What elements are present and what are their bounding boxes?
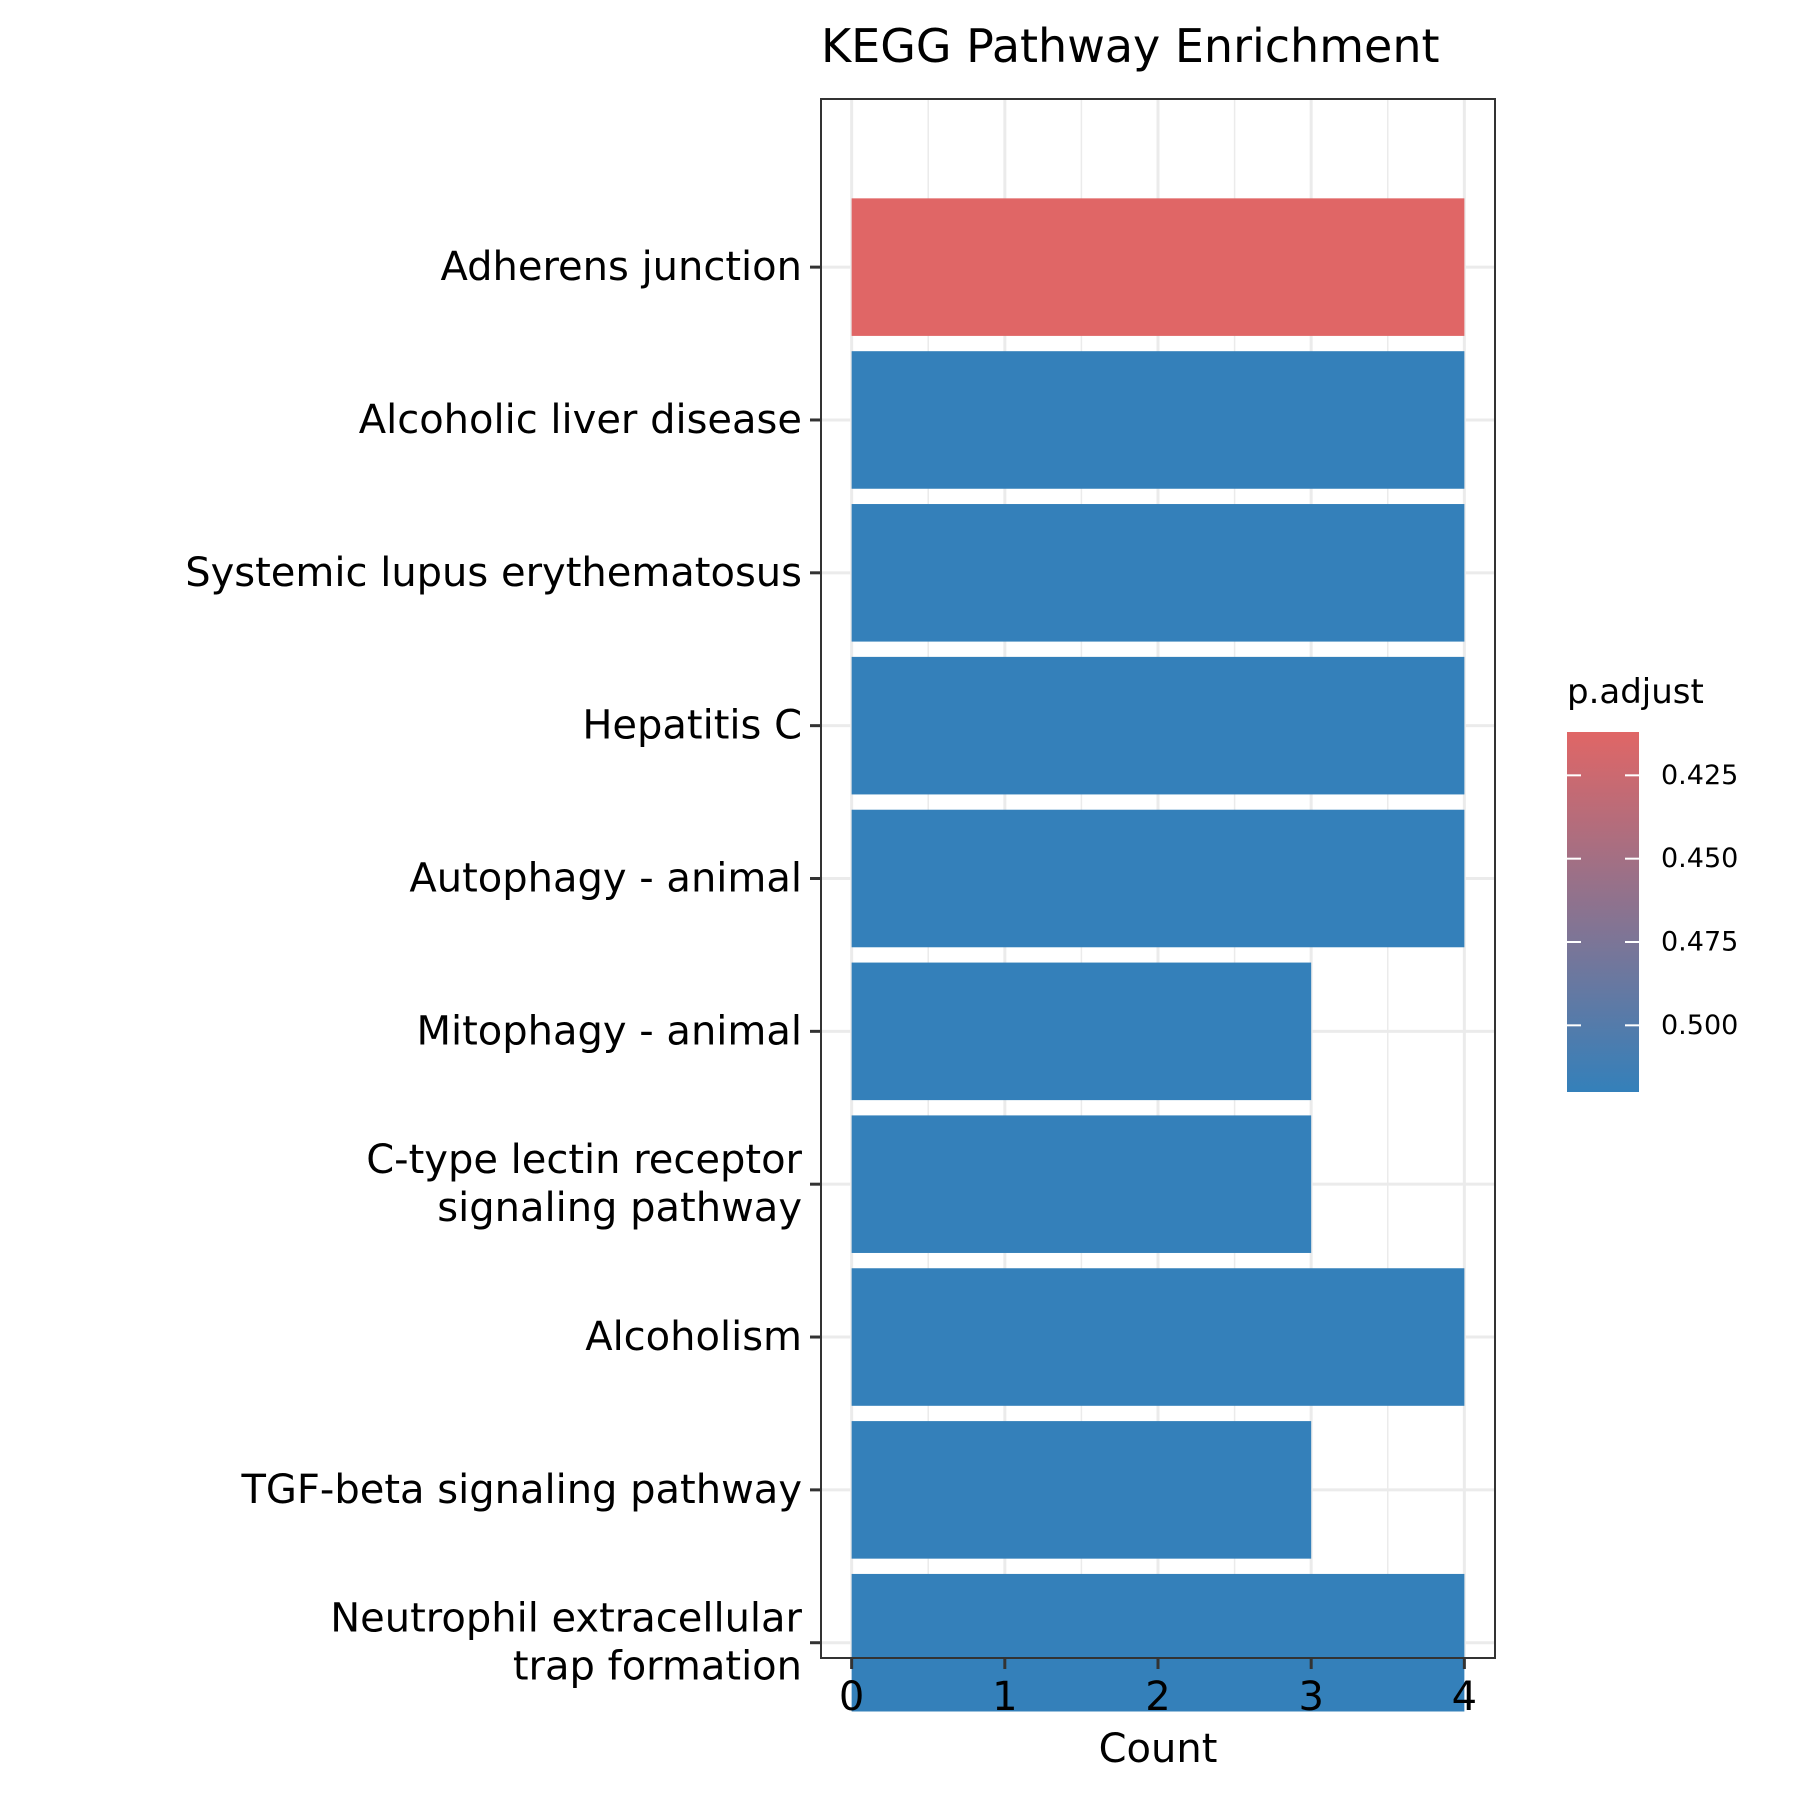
legend-tick-label: 0.425	[1661, 760, 1738, 791]
bar	[851, 656, 1465, 795]
bars	[851, 198, 1465, 1712]
category-label-line: Mitophagy - animal	[416, 1008, 802, 1054]
x-tick-label: 0	[839, 1674, 864, 1720]
category-label-line: Alcoholism	[585, 1314, 802, 1360]
bar	[851, 809, 1465, 948]
x-tick-label: 3	[1298, 1674, 1323, 1720]
legend-tick-label: 0.450	[1661, 843, 1738, 874]
category-label: TGF-beta signaling pathway	[240, 1467, 802, 1513]
chart-title: KEGG Pathway Enrichment	[821, 19, 1440, 73]
x-axis-title: Count	[1099, 1726, 1218, 1772]
category-label-line: Adherens junction	[440, 244, 802, 290]
legend-title: p.adjust	[1567, 672, 1704, 712]
legend-tick-label: 0.475	[1661, 927, 1738, 958]
category-label: Adherens junction	[440, 244, 802, 290]
x-tick-label: 2	[1145, 1674, 1170, 1720]
x-tick-label: 1	[992, 1674, 1017, 1720]
legend-colorbar	[1567, 732, 1639, 1092]
x-tick-label: 4	[1452, 1674, 1477, 1720]
category-label-line: Autophagy - animal	[409, 856, 802, 902]
category-label: Systemic lupus erythematosus	[185, 550, 802, 596]
category-label: Neutrophil extracellular trap formation	[330, 1596, 802, 1690]
bar	[851, 504, 1465, 642]
category-label-line: Systemic lupus erythematosus	[185, 550, 802, 596]
category-label-line: Neutrophil extracellular	[330, 1596, 802, 1642]
category-label-line: signaling pathway	[437, 1185, 802, 1231]
y-axis: Adherens junction Alcoholic liver disease…	[185, 244, 821, 1690]
legend-tick-label: 0.500	[1661, 1010, 1738, 1041]
category-label-line: C-type lectin receptor	[366, 1137, 802, 1183]
category-label: Alcoholic liver disease	[359, 397, 802, 443]
bar	[851, 351, 1465, 489]
category-label: Autophagy - animal	[409, 856, 802, 902]
bar	[851, 1115, 1312, 1253]
bar	[851, 1421, 1312, 1559]
category-label: Hepatitis C	[582, 703, 802, 749]
bar	[851, 1268, 1465, 1406]
category-label-line: trap formation	[513, 1644, 802, 1690]
legend-ticks: 0.425 0.450 0.475 0.500	[1567, 760, 1738, 1041]
bar	[851, 1573, 1465, 1712]
bar	[851, 198, 1465, 336]
category-label-line: TGF-beta signaling pathway	[240, 1467, 802, 1513]
legend: p.adjust 0.425 0.450 0.475 0.500	[1567, 672, 1738, 1092]
category-label-line: Hepatitis C	[582, 703, 802, 749]
category-label-line: Alcoholic liver disease	[359, 397, 802, 443]
bar	[851, 962, 1312, 1101]
category-label: C-type lectin receptor signaling pathway	[366, 1137, 802, 1231]
x-axis: 0 1 2 3 4	[839, 1658, 1477, 1720]
category-label: Mitophagy - animal	[416, 1008, 802, 1054]
category-label: Alcoholism	[585, 1314, 802, 1360]
